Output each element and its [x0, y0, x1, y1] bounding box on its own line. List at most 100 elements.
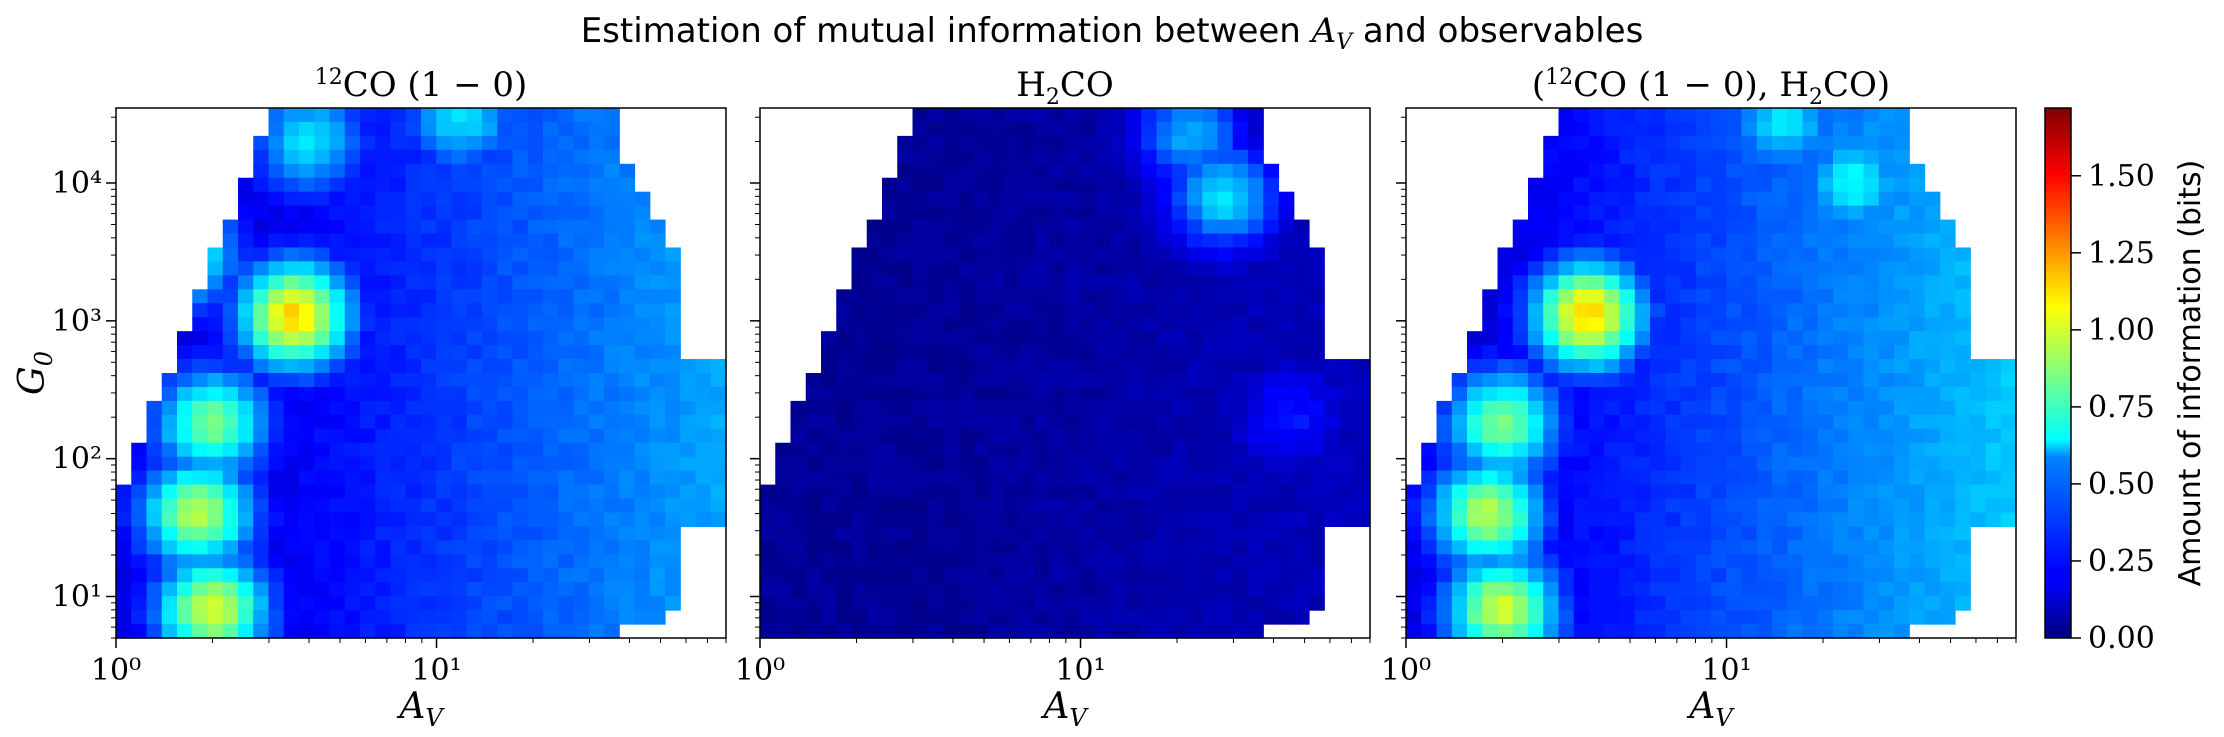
heatmap-cell	[1126, 512, 1142, 528]
heatmap-cell	[1156, 205, 1173, 221]
heatmap-cell	[1787, 568, 1804, 583]
heatmap-cell	[1049, 554, 1066, 569]
heatmap-cell	[1909, 428, 1926, 444]
heatmap-cell	[912, 275, 929, 290]
heatmap-cell	[1833, 261, 1849, 276]
heatmap-cell	[207, 554, 224, 569]
heatmap-cell	[177, 624, 193, 639]
heatmap-cell	[222, 400, 239, 416]
heatmap-cell	[222, 526, 239, 541]
heatmap-cell	[882, 191, 898, 207]
heatmap-cell	[253, 414, 270, 430]
heatmap-cell	[558, 331, 575, 346]
heatmap-cell	[695, 359, 712, 374]
heatmap-cell	[1141, 512, 1158, 528]
heatmap-cell	[649, 554, 666, 569]
heatmap-cell	[634, 596, 651, 611]
heatmap-cell	[1065, 247, 1081, 263]
heatmap-cell	[1955, 303, 1971, 318]
heatmap-cell	[512, 135, 529, 151]
heatmap-cell	[1156, 582, 1173, 597]
heatmap-cell	[927, 414, 944, 430]
heatmap-cell	[851, 498, 868, 514]
heatmap-cell	[1004, 624, 1020, 639]
heatmap-cell	[1171, 359, 1188, 374]
heatmap-cell	[604, 261, 620, 276]
heatmap-cell	[1232, 121, 1249, 137]
heatmap-cell	[375, 568, 392, 583]
heatmap-cell	[466, 582, 483, 597]
heatmap-cell	[1573, 233, 1590, 249]
heatmap-cell	[1573, 121, 1590, 137]
heatmap-cell	[1558, 386, 1575, 402]
heatmap-cell	[1741, 526, 1758, 541]
heatmap-cell	[836, 400, 853, 416]
heatmap-cell	[558, 540, 575, 555]
heatmap-cell	[604, 484, 620, 500]
heatmap-cell	[1802, 205, 1819, 221]
heatmap-cell	[1019, 498, 1036, 514]
heatmap-cell	[1848, 414, 1865, 430]
heatmap-cell	[604, 582, 620, 597]
heatmap-cell	[283, 261, 300, 276]
heatmap-cell	[1080, 456, 1097, 472]
heatmap-cell	[1848, 191, 1865, 207]
heatmap-cell	[1924, 247, 1941, 263]
heatmap-cell	[1126, 191, 1142, 207]
heatmap-cell	[1232, 470, 1249, 486]
heatmap-cell	[543, 108, 559, 123]
heatmap-cell	[760, 624, 776, 639]
heatmap-cell	[360, 205, 376, 221]
heatmap-cell	[222, 331, 239, 346]
heatmap-cell	[1878, 540, 1895, 555]
heatmap-cell	[329, 484, 346, 500]
heatmap-cell	[543, 303, 559, 318]
heatmap-cell	[222, 233, 239, 249]
heatmap-cell	[1156, 526, 1173, 541]
heatmap-cell	[1695, 386, 1712, 402]
heatmap-cell	[1665, 219, 1682, 235]
heatmap-panel-combined: (12CO (1 − 0), H2CO) 10⁰ 10¹ AV	[1381, 65, 2017, 732]
heatmap-cell	[512, 512, 529, 528]
heatmap-cell	[436, 121, 453, 137]
heatmap-cell	[1278, 386, 1295, 402]
heatmap-cell	[1421, 540, 1438, 555]
heatmap-cell	[1019, 414, 1036, 430]
heatmap-cell	[1680, 624, 1697, 639]
heatmap-cell	[1543, 414, 1560, 430]
heatmap-cell	[1680, 610, 1697, 625]
heatmap-cell	[558, 596, 575, 611]
heatmap-cell	[1406, 554, 1422, 569]
heatmap-cell	[466, 428, 483, 444]
heatmap-cell	[775, 484, 792, 500]
heatmap-cell	[222, 289, 239, 304]
heatmap-cell	[805, 596, 822, 611]
heatmap-cell	[973, 303, 990, 318]
heatmap-cell	[207, 596, 224, 611]
heatmap-cell	[649, 219, 666, 235]
heatmap-cell	[1833, 359, 1849, 374]
heatmap-cell	[619, 526, 636, 541]
heatmap-cell	[1080, 386, 1097, 402]
heatmap-cell	[253, 317, 270, 332]
heatmap-cell	[1802, 177, 1819, 193]
heatmap-cell	[207, 498, 224, 514]
heatmap-cell	[927, 540, 944, 555]
heatmap-cell	[482, 163, 498, 179]
heatmap-cell	[1451, 596, 1468, 611]
heatmap-cell	[1573, 582, 1590, 597]
heatmap-cell	[512, 540, 529, 555]
heatmap-cell	[1451, 554, 1468, 569]
heatmap-cell	[1110, 442, 1127, 458]
heatmap-cell	[1187, 317, 1203, 332]
heatmap-cell	[619, 331, 636, 346]
heatmap-cell	[1985, 456, 2002, 472]
heatmap-cell	[161, 526, 178, 541]
heatmap-cell	[1772, 428, 1788, 444]
heatmap-cell	[222, 414, 239, 430]
heatmap-cell	[1650, 568, 1666, 583]
heatmap-cell	[1650, 386, 1666, 402]
heatmap-cell	[1878, 359, 1895, 374]
heatmap-cell	[421, 261, 437, 276]
heatmap-cell	[131, 554, 148, 569]
